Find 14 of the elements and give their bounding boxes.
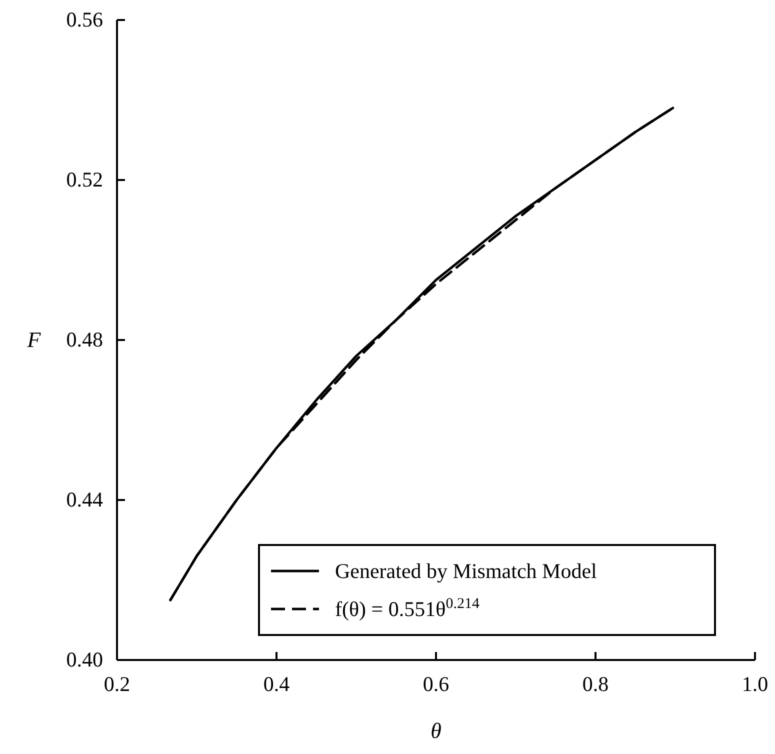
y-axis-title: F bbox=[26, 327, 42, 352]
y-tick-label: 0.52 bbox=[66, 168, 103, 192]
legend-label: Generated by Mismatch Model bbox=[335, 559, 598, 583]
y-tick-label: 0.48 bbox=[66, 328, 103, 352]
y-tick-label: 0.56 bbox=[66, 8, 103, 32]
x-tick-label: 0.6 bbox=[422, 672, 450, 696]
x-tick-label: 0.4 bbox=[263, 672, 290, 696]
legend-label: f(θ) = 0.551θ$^{0.214}$ bbox=[335, 596, 480, 621]
x-tick-label: 0.8 bbox=[582, 672, 609, 696]
x-tick-label: 0.2 bbox=[104, 672, 130, 696]
x-axis-title: θ bbox=[430, 718, 442, 743]
x-tick-label: 1.0 bbox=[742, 672, 768, 696]
y-tick-label: 0.44 bbox=[66, 488, 104, 512]
y-tick-label: 0.40 bbox=[66, 648, 103, 672]
